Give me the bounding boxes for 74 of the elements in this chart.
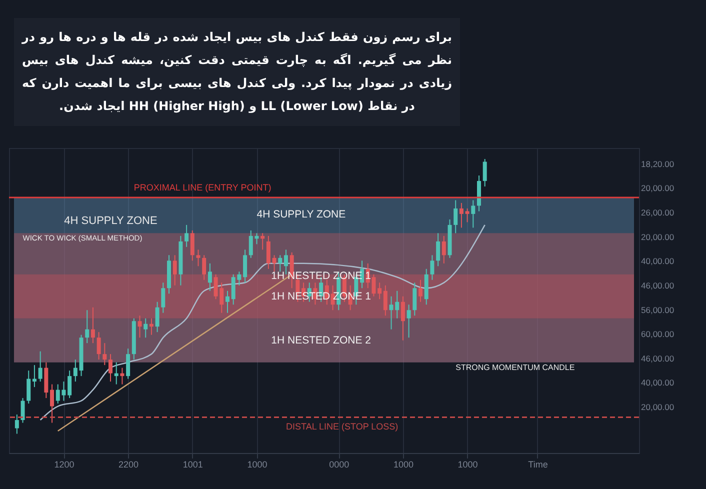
x-tick-label: 0000 [329, 460, 350, 470]
text: 18,20.00 [641, 158, 674, 169]
candlestick [149, 318, 154, 336]
candlestick [161, 282, 166, 314]
candlestick [436, 232, 440, 267]
candlestick [208, 262, 212, 292]
x-tick-label: 1200 [54, 460, 74, 470]
candlestick [144, 318, 148, 338]
x-tick-label: 1000 [458, 460, 478, 470]
chart-title: برای رسم زون فقط کندل های بیس ایجاد شده در قله ها و دره ها رو در نظر می گیریم. اگه به چارت قیمتی دقت کنین، میشه کندل های بیس زیادی در نمودار پیدا کرد. ولی کندل های بیسی برای ما اهمیت دارن که در نقاط LL (Lower Low) و HH (Higher High) ایجاد شدن. [14, 18, 460, 126]
candlestick [202, 254, 206, 280]
candlestick [378, 282, 382, 300]
ref-line-label: DISTAL LINE (STOP LOSS) [286, 421, 398, 432]
candlestick [32, 364, 36, 388]
candlestick [430, 254, 434, 280]
x-tick-label: Time [528, 460, 548, 470]
text: 20,00.00 [641, 402, 674, 412]
text: 40,00.00 [641, 256, 674, 266]
text: 56,00.00 [641, 304, 674, 315]
annotation: 4H SUPPLY ZONE [64, 214, 158, 227]
candlestick [96, 332, 101, 360]
candlestick [172, 254, 177, 286]
band-label: 1H NESTED ZONE 2 [271, 334, 372, 346]
text: 26,00.00 [641, 207, 674, 218]
candlestick [90, 306, 95, 344]
candlestick [278, 254, 282, 272]
candlestick [471, 200, 476, 228]
text: 60,00.00 [641, 329, 674, 340]
candlestick [260, 232, 265, 250]
annotation: STRONG MOMENTUM CANDLE [456, 362, 575, 372]
candlestick [190, 230, 194, 262]
candlestick [138, 315, 142, 338]
candlestick [465, 208, 470, 223]
candlestick [418, 279, 423, 302]
candlestick [482, 158, 487, 187]
candlestick [114, 362, 118, 385]
text: 20,00.00 [641, 183, 674, 194]
candlestick [20, 398, 25, 424]
candlestick [412, 282, 417, 316]
candlestick [50, 384, 54, 424]
candlestick [272, 254, 276, 272]
candlestick [102, 342, 107, 366]
candlestick [26, 370, 31, 404]
candlestick [184, 224, 189, 248]
text: 46,00.00 [641, 353, 674, 364]
candlestick [85, 310, 90, 344]
candlestick [400, 296, 405, 341]
candlestick [68, 370, 72, 399]
candlestick [454, 200, 458, 234]
candlestick [442, 235, 446, 264]
candlestick [196, 249, 200, 267]
text: 46,00.00 [641, 280, 674, 290]
candlestick [225, 290, 230, 314]
band-label: 4H SUPPLY ZONE [256, 208, 346, 220]
ref-line-label: PROXIMAL LINE (ENTRY POINT) [134, 182, 272, 192]
candlestick [38, 350, 42, 382]
text: 20,00.00 [641, 232, 674, 242]
candlestick [73, 359, 78, 382]
candlestick [459, 202, 464, 228]
candlestick [108, 354, 113, 382]
candlestick [266, 235, 270, 270]
x-tick-label: 1000 [247, 460, 268, 470]
text: 40,00.00 [641, 378, 674, 388]
x-tick-label: 2200 [118, 460, 139, 470]
candlestick [284, 249, 288, 275]
candlestick [383, 284, 388, 316]
candlestick [126, 348, 130, 380]
candlestick [155, 301, 160, 333]
candlestick [243, 249, 248, 284]
x-tick-label: 1001 [182, 460, 203, 470]
x-tick-label: 1000 [393, 460, 414, 470]
candlestick [14, 414, 19, 434]
candlestick [406, 304, 411, 338]
candlestick [120, 367, 124, 385]
